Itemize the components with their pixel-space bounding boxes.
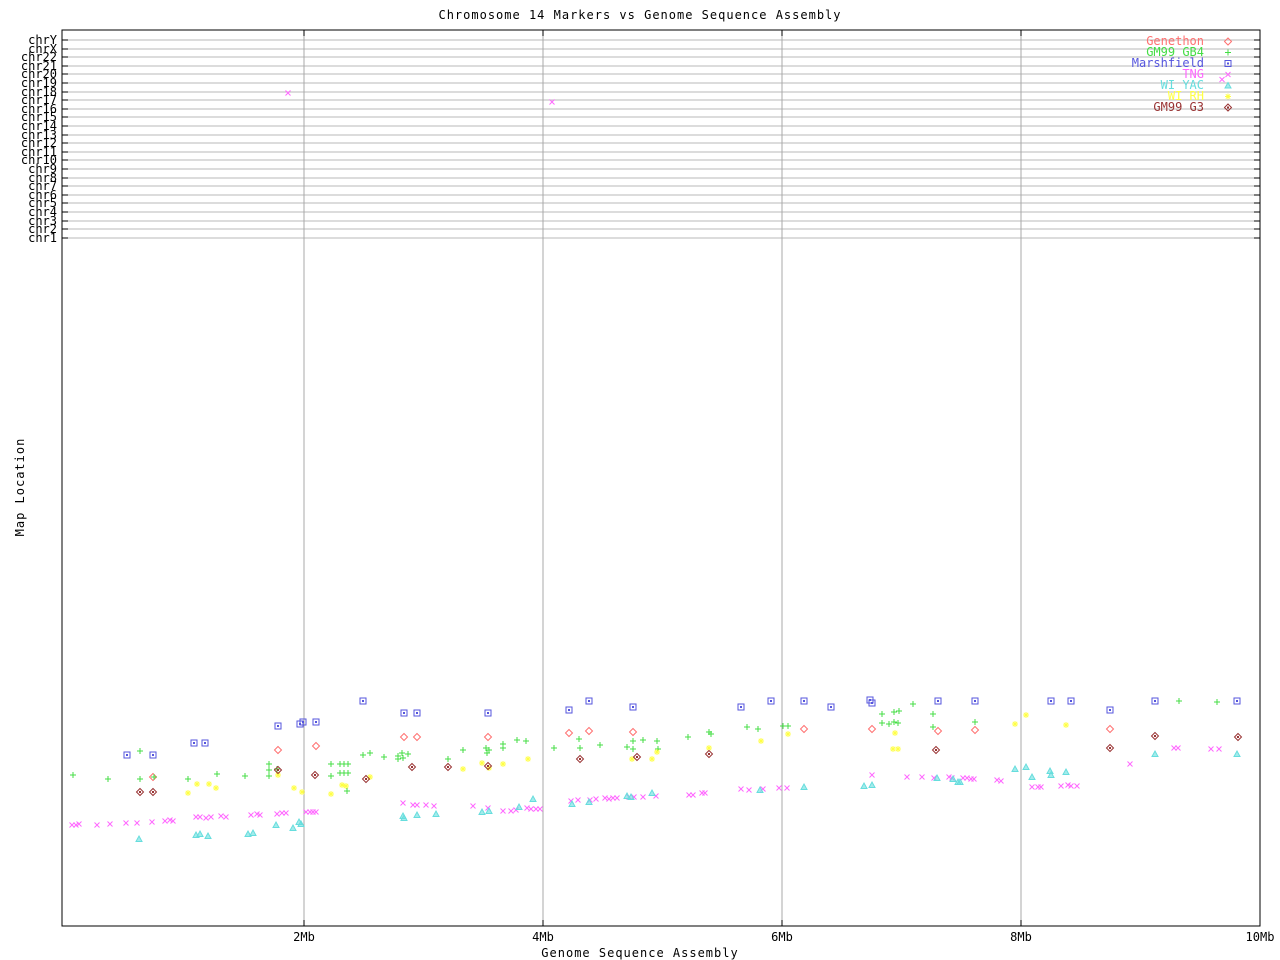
plus-marker-icon [1225, 49, 1231, 56]
x-axis-title: Genome Sequence Assembly [541, 946, 739, 960]
y-axis-label-chr21: chr21 [20, 59, 57, 73]
series-wi-rh [185, 712, 1069, 797]
y-axis-label-chr3: chr3 [28, 214, 57, 228]
series-marshfield [123, 696, 1241, 759]
y-axis-label-chr11: chr11 [20, 145, 57, 159]
diamond-dot-marker-icon [1223, 103, 1233, 112]
y-axis-label-chrY: chrY [28, 33, 57, 47]
square-dot-marker-icon [1224, 60, 1232, 67]
legend-label: Genethon [1146, 34, 1204, 48]
x-axis-label-6Mb: 6Mb [771, 930, 793, 944]
x-axis-label-2Mb: 2Mb [293, 930, 315, 944]
triangle-marker-icon [1224, 81, 1232, 89]
y-axis-label-chr4: chr4 [28, 205, 57, 219]
x-marker-icon [1219, 71, 1231, 83]
series-gm99-gb4 [70, 698, 1220, 794]
y-axis-label-chr12: chr12 [20, 136, 57, 150]
y-axis-label-chr22: chr22 [20, 50, 57, 64]
y-axis-label-chr14: chr14 [20, 119, 57, 133]
y-axis-label-chr15: chr15 [20, 110, 57, 124]
chart-title: Chromosome 14 Markers vs Genome Sequence… [438, 8, 842, 22]
y-axis-label-chr16: chr16 [20, 102, 57, 116]
legend-item-gm99-gb4: GM99 GB4 [1080, 45, 1260, 59]
y-axis-label-chr2: chr2 [28, 222, 57, 236]
legend-label: GM99 G3 [1153, 100, 1204, 114]
y-axis-label-chr18: chr18 [20, 85, 57, 99]
y-axis-label-chr5: chr5 [28, 196, 57, 210]
x-axis-label-4Mb: 4Mb [532, 930, 554, 944]
y-axis-label-chr13: chr13 [20, 128, 57, 142]
y-axis-label-chr8: chr8 [28, 171, 57, 185]
legend-label: WI RH [1167, 89, 1204, 103]
legend-label: WI YAC [1160, 78, 1204, 92]
legend-item-wi-yac: WI YAC [1080, 78, 1260, 92]
y-axis-label-chr17: chr17 [20, 93, 57, 107]
legend-label: Marshfield [1131, 56, 1204, 70]
y-axis-label-chr1: chr1 [28, 231, 57, 245]
series-tng [69, 90, 1222, 828]
series-wi-yac [135, 749, 1241, 842]
y-axis-label-chr6: chr6 [28, 188, 57, 202]
y-axis-label-chr10: chr10 [20, 153, 57, 167]
asterisk-marker-icon [1225, 93, 1231, 100]
legend-item-wi-rh: WI RH [1080, 89, 1260, 103]
legend-item-genethon: Genethon [1080, 34, 1260, 48]
plot-border [61, 29, 1261, 927]
x-axis-label-10Mb: 10Mb [1245, 930, 1275, 944]
legend-label: GM99 GB4 [1146, 45, 1204, 59]
x-axis-label-8Mb: 8Mb [1010, 930, 1032, 944]
legend: Genethon GM99 GB4 Marshfield TNG WI YAC WI RH… [1080, 34, 1260, 114]
y-axis-label-chr7: chr7 [28, 179, 57, 193]
legend-item-tng: TNG [1080, 67, 1260, 83]
y-axis-label-chr20: chr20 [20, 67, 57, 81]
legend-label: TNG [1182, 67, 1204, 81]
y-axis-label-chr19: chr19 [20, 76, 57, 90]
y-axis-label-chrX: chrX [28, 42, 57, 56]
legend-item-gm99-g3: GM99 G3 [1080, 100, 1260, 114]
diamond-open-marker-icon [1223, 37, 1233, 46]
series-genethon [148, 724, 1115, 782]
legend-item-marshfield: Marshfield [1080, 56, 1260, 70]
series-gm99-g3 [135, 731, 1243, 797]
y-axis-label-chr9: chr9 [28, 162, 57, 176]
